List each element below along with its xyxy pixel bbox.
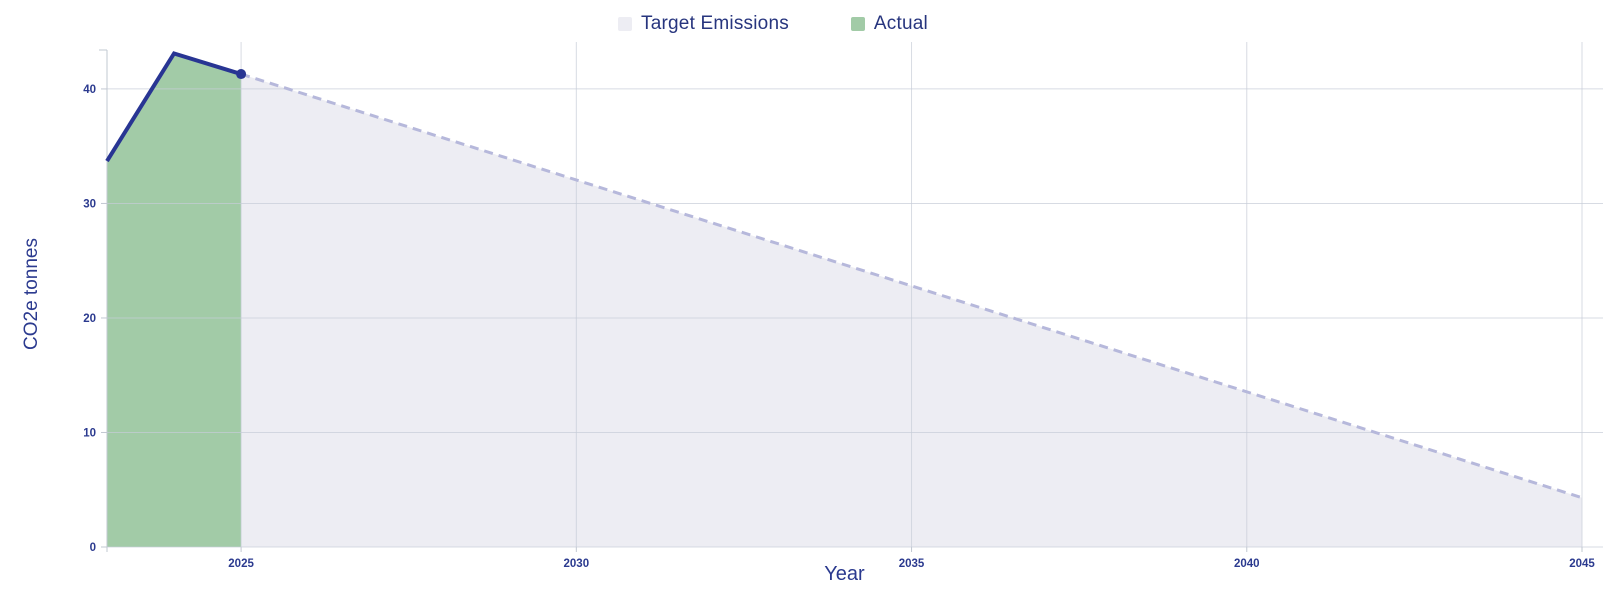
chart-legend: Target Emissions Actual	[0, 13, 1546, 35]
x-tick-label-2025: 2025	[228, 558, 254, 570]
y-tick-label-10: 10	[83, 427, 96, 439]
x-axis-title: Year	[824, 563, 865, 585]
legend-swatch-target-emissions	[618, 17, 633, 31]
x-tick-label-2045: 2045	[1569, 558, 1595, 570]
legend-item-target-emissions[interactable]: Target Emissions	[618, 13, 789, 35]
series-line-actual	[105, 51, 242, 163]
y-axis-title: CO2e tonnes	[21, 238, 42, 350]
legend-label-target-emissions: Target Emissions	[641, 13, 789, 34]
y-tick-label-0: 0	[90, 542, 96, 554]
legend-item-actual[interactable]: Actual	[850, 13, 928, 35]
series-point-actual	[236, 69, 247, 80]
y-tick-label-20: 20	[83, 313, 96, 325]
x-tick-label-2035: 2035	[899, 558, 925, 570]
series-area-actual	[107, 53, 242, 547]
x-tick-label-2030: 2030	[564, 558, 590, 570]
y-tick-label-30: 30	[83, 198, 96, 210]
legend-label-actual: Actual	[873, 13, 928, 34]
series-line-target-emissions	[240, 72, 1583, 500]
x-tick-label-2040: 2040	[1234, 558, 1260, 570]
legend-swatch-actual	[850, 17, 865, 31]
y-tick-label-40: 40	[83, 84, 96, 96]
